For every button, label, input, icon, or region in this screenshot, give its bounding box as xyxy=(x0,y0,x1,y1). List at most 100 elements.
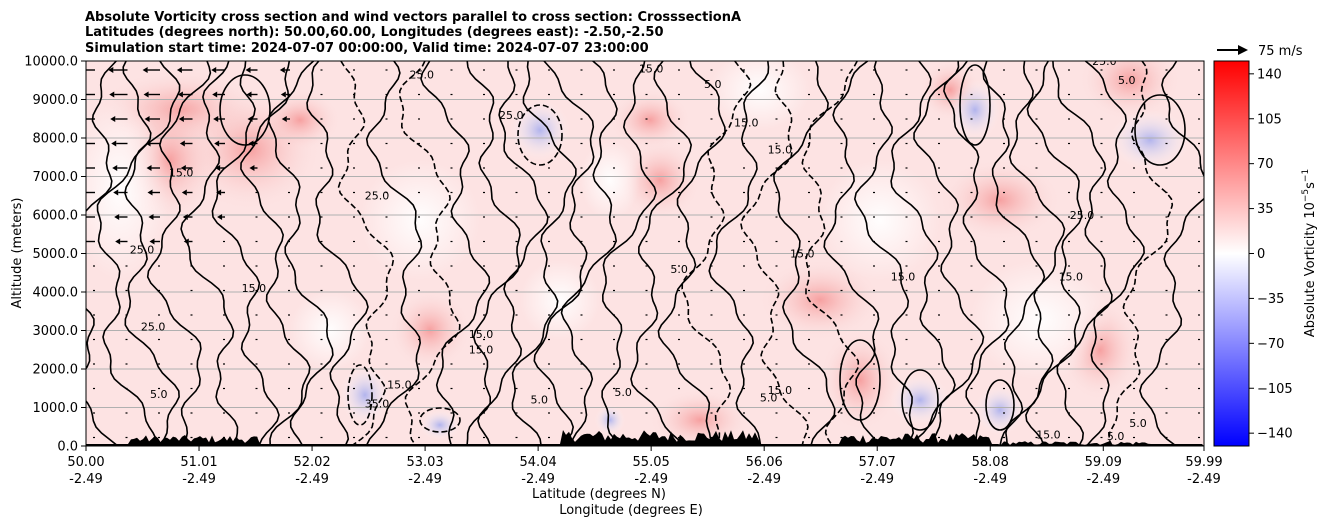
wind-vector-head xyxy=(81,239,86,245)
wind-vector-field xyxy=(81,67,1200,439)
chart-title-line-2: Latitudes (degrees north): 50.00,60.00, … xyxy=(85,25,664,40)
contour-line xyxy=(533,61,595,446)
negative-vorticity-patch xyxy=(975,385,1025,435)
y-tick-label: 3000.0 xyxy=(33,324,79,339)
colorbar-tick-label: 140 xyxy=(1257,67,1282,82)
contour-label: 25.0 xyxy=(130,244,155,257)
closed-contour xyxy=(517,104,563,166)
wind-vector-head xyxy=(217,214,223,220)
low-vorticity-patch xyxy=(710,61,810,130)
contour-line xyxy=(1005,61,1066,446)
wind-vector-head xyxy=(181,189,187,196)
colorbar-tick-label: 105 xyxy=(1257,112,1282,127)
contour-line xyxy=(124,61,181,446)
wind-vector-head xyxy=(145,140,151,147)
x-tick-label-lat: 53.03 xyxy=(406,455,443,470)
contour-line xyxy=(466,61,521,446)
quiver-key: 75 m/s xyxy=(1217,44,1303,59)
contour-label: 5.0 xyxy=(1118,74,1136,87)
x-tick-label-lon: -2.49 xyxy=(182,472,216,487)
colorbar-tick-label: −140 xyxy=(1257,427,1293,442)
contour-line xyxy=(773,61,836,446)
negative-vorticity-patch xyxy=(1110,110,1190,170)
contour-line xyxy=(853,61,915,446)
colorbar-label-exponent: −5 xyxy=(1301,189,1311,202)
colorbar-tick-label: −105 xyxy=(1257,382,1293,397)
wind-vector-head xyxy=(215,165,221,171)
contour-line xyxy=(146,61,212,446)
contour-line xyxy=(511,61,577,446)
contour-line xyxy=(1052,61,1113,446)
colorbar-label-unit-exponent: −1 xyxy=(1301,169,1311,182)
x-tick-label-lat: 59.09 xyxy=(1085,455,1122,470)
y-axis: 0.0 1000.0 2000.0 3000.0 4000.0 5000.0 6000.0 7… xyxy=(24,55,86,455)
contour-line xyxy=(560,61,618,446)
colorbar-tick-label: 35 xyxy=(1257,202,1274,217)
contour-label: 15.0 xyxy=(242,282,267,295)
x-tick-label-lon: -2.49 xyxy=(1187,472,1221,487)
wind-vector-head xyxy=(248,140,254,147)
x-tick-label-lat: 52.02 xyxy=(293,455,330,470)
closed-contour xyxy=(1134,94,1186,166)
contour-label: 5.0 xyxy=(704,78,722,91)
contour-label: 5.0 xyxy=(530,394,548,407)
positive-vorticity-patch xyxy=(820,330,900,430)
wind-vector-head xyxy=(212,91,218,98)
chart-title-line-1: Absolute Vorticity cross section and win… xyxy=(85,10,741,25)
x-tick-label-lat: 59.99 xyxy=(1185,455,1222,470)
colorbar-tick-label: −70 xyxy=(1257,337,1284,352)
wind-vector-head xyxy=(216,189,222,196)
contour-line xyxy=(86,61,118,446)
contour-label: 5.0 xyxy=(1129,417,1147,430)
y-tick-label: 6000.0 xyxy=(33,209,79,224)
wind-vector-head xyxy=(279,67,285,73)
contour-line xyxy=(1107,61,1174,446)
x-tick-label-lat: 57.07 xyxy=(859,455,896,470)
contour-line xyxy=(1139,61,1204,446)
contour-label: 15.0 xyxy=(1059,270,1084,283)
wind-vector-head xyxy=(142,67,148,73)
contour-label: 25.0 xyxy=(499,109,524,122)
y-tick-label: 8000.0 xyxy=(33,132,79,147)
x-tick-label-lat: 50.00 xyxy=(67,455,104,470)
contour-line xyxy=(913,61,985,446)
x-axis-label-longitude: Longitude (degrees E) xyxy=(559,503,703,518)
contour-line xyxy=(365,61,423,446)
x-tick-label-lon: -2.49 xyxy=(69,472,103,487)
contour-line xyxy=(681,61,752,446)
wind-vector-head xyxy=(111,140,117,147)
contour-line xyxy=(982,61,1046,446)
wind-vector-head xyxy=(246,91,252,98)
low-vorticity-patch xyxy=(360,160,480,280)
chart-title-line-3: Simulation start time: 2024-07-07 00:00:… xyxy=(85,41,649,56)
contour-label: 25.0 xyxy=(1092,55,1117,68)
wind-vector-head xyxy=(115,238,121,245)
contour-label: 25.0 xyxy=(141,321,166,334)
wind-vector-head xyxy=(249,165,255,171)
x-tick-label-lat: 56.06 xyxy=(746,455,783,470)
contour-line xyxy=(1084,61,1145,446)
x-tick-label-lon: -2.49 xyxy=(747,472,781,487)
wind-vector-head xyxy=(280,91,286,98)
positive-vorticity-patch xyxy=(610,90,690,150)
wind-vector-head xyxy=(110,116,116,122)
contour-line xyxy=(801,61,860,446)
contour-label: 15.0 xyxy=(891,270,916,283)
wind-vector-head xyxy=(183,238,189,245)
wind-vector-head xyxy=(149,238,155,245)
contour-line xyxy=(601,61,657,446)
positive-vorticity-patch xyxy=(940,160,1060,240)
y-tick-label: 0.0 xyxy=(57,440,78,455)
closed-contour xyxy=(219,74,271,146)
colorbar-label-base: Absolute Vorticity 10 xyxy=(1303,202,1318,337)
wind-vector-head xyxy=(179,140,185,147)
contour-label: 25.0 xyxy=(365,190,390,203)
contour-label: 5.0 xyxy=(614,386,632,399)
wind-vector-head xyxy=(211,67,217,73)
contour-label: 5.0 xyxy=(150,388,168,401)
y-tick-label: 4000.0 xyxy=(33,286,79,301)
contour-line xyxy=(823,61,880,446)
vorticity-contours xyxy=(86,61,1204,446)
quiver-key-label: 75 m/s xyxy=(1258,44,1303,59)
